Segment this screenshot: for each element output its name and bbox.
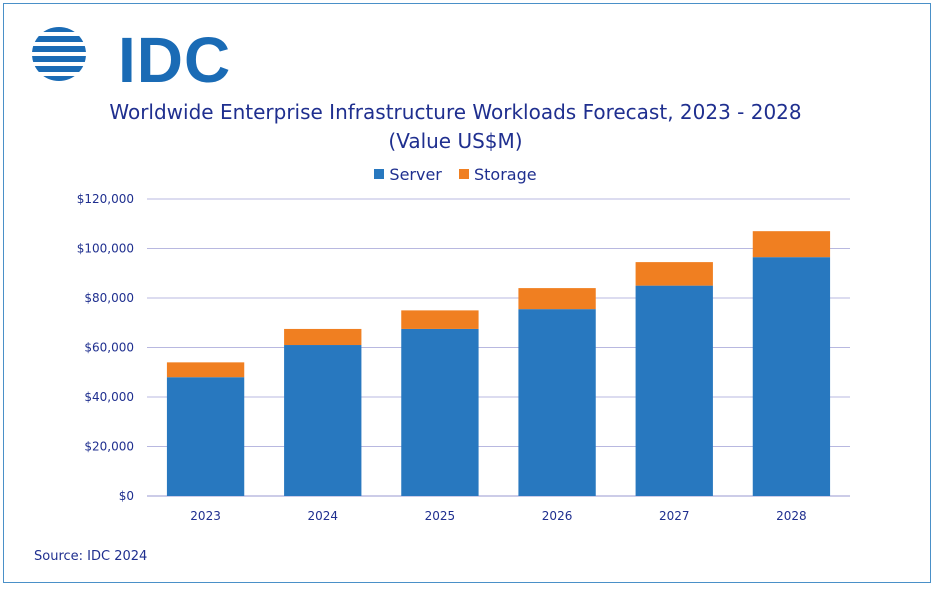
globe-stripes-icon xyxy=(32,27,86,81)
bar-server-2026 xyxy=(518,309,596,496)
legend-swatch-server xyxy=(374,169,385,179)
legend: Server Storage xyxy=(4,164,907,184)
y-tick-label: $120,000 xyxy=(77,192,134,206)
bar-server-2028 xyxy=(752,257,831,496)
bar-server-2025 xyxy=(401,328,479,496)
bar-server-2027 xyxy=(635,285,713,496)
y-tick-label: $20,000 xyxy=(84,440,134,454)
legend-swatch-storage xyxy=(458,169,469,179)
bar-storage-2025 xyxy=(401,310,479,329)
x-tick-label: 2023 xyxy=(190,509,221,523)
idc-logo: IDC xyxy=(28,22,230,92)
bar-storage-2024 xyxy=(284,328,362,346)
chart-frame: IDC Worldwide Enterprise Infrastructure … xyxy=(3,3,931,583)
bar-server-2023 xyxy=(166,377,245,496)
bar-storage-2028 xyxy=(752,231,831,258)
chart-title: Worldwide Enterprise Infrastructure Work… xyxy=(109,100,802,124)
x-tick-label: 2024 xyxy=(307,509,338,523)
bar-server-2024 xyxy=(284,345,362,496)
x-tick-label: 2026 xyxy=(542,509,573,523)
legend-label-server: Server xyxy=(389,164,442,184)
bar-storage-2026 xyxy=(518,288,596,310)
y-tick-label: $40,000 xyxy=(84,390,134,404)
x-tick-label: 2027 xyxy=(659,509,690,523)
logo-text: IDC xyxy=(118,24,232,96)
bar-storage-2027 xyxy=(635,262,713,286)
x-tick-label: 2025 xyxy=(425,509,456,523)
y-tick-label: $100,000 xyxy=(77,242,134,256)
legend-item-server: Server xyxy=(374,164,442,184)
bar-chart: $0 $20,000 $40,000 $60,000 $80,000 $100,000 $1… xyxy=(77,192,850,523)
source-note: Source: IDC 2024 xyxy=(34,549,148,564)
legend-item-storage: Storage xyxy=(458,164,537,184)
legend-label-storage: Storage xyxy=(473,164,537,184)
x-tick-label: 2028 xyxy=(776,509,807,523)
bar-storage-2023 xyxy=(166,362,245,378)
y-tick-label: $80,000 xyxy=(84,291,134,305)
y-tick-label: $60,000 xyxy=(84,341,134,355)
chart-subtitle: (Value US$M) xyxy=(388,129,523,153)
y-tick-label: $0 xyxy=(119,489,134,503)
